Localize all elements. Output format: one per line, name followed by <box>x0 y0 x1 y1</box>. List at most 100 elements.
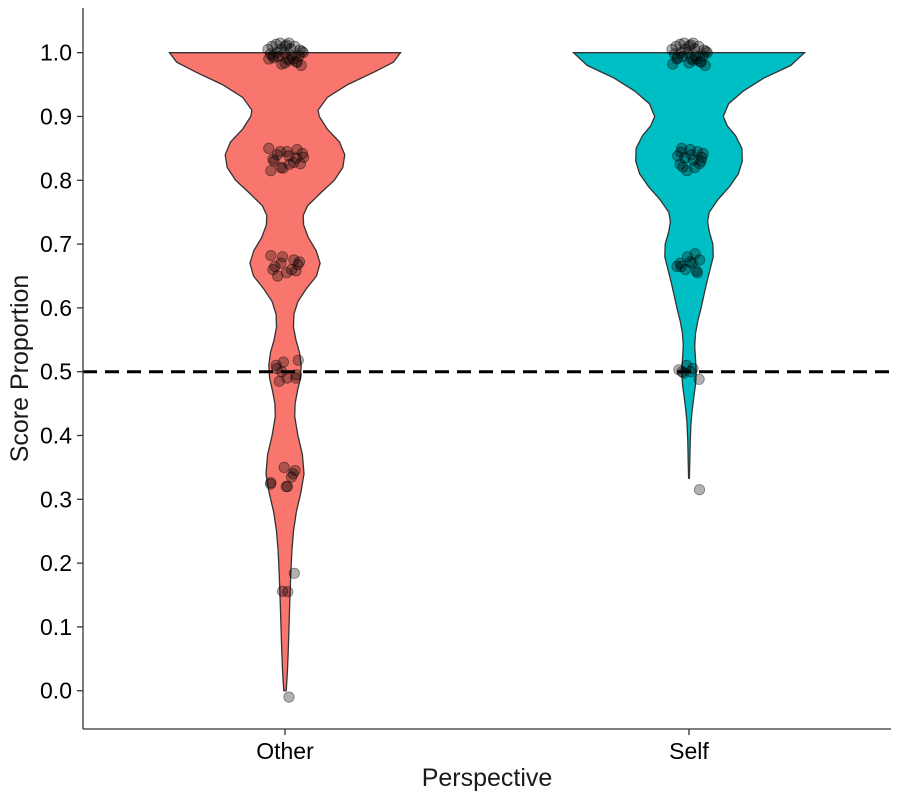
data-point-self <box>679 263 692 276</box>
data-point-other <box>289 40 301 52</box>
data-point-self <box>666 43 678 56</box>
data-point-other <box>289 464 301 477</box>
data-point-self <box>687 362 699 375</box>
data-point-self <box>675 146 687 158</box>
data-point-other <box>277 162 289 174</box>
data-point-self <box>674 38 686 51</box>
data-point-other <box>263 142 275 154</box>
data-point-other <box>294 158 306 170</box>
data-point-self <box>681 165 693 177</box>
data-point-other <box>292 258 304 271</box>
y-axis-title: Score Proportion <box>6 275 34 463</box>
data-point-self <box>689 248 701 260</box>
data-point-self <box>675 260 687 272</box>
data-point-self <box>685 149 698 161</box>
data-point-self <box>687 37 699 49</box>
data-point-other <box>264 48 277 60</box>
data-point-self <box>697 50 709 62</box>
data-point-self <box>683 57 695 69</box>
data-point-other <box>293 50 305 62</box>
data-point-other <box>294 44 306 56</box>
data-point-self <box>668 48 681 60</box>
data-point-other <box>277 356 289 368</box>
data-point-other <box>295 59 307 72</box>
data-point-self <box>691 53 703 65</box>
data-point-other <box>267 50 279 62</box>
data-point-other <box>285 43 297 55</box>
data-point-other <box>262 43 274 56</box>
x-tick-label-other: Other <box>256 738 314 764</box>
data-point-self <box>689 161 701 174</box>
data-point-self <box>676 366 688 378</box>
data-point-other <box>275 257 287 269</box>
data-point-other <box>270 359 282 371</box>
data-point-self <box>684 256 696 268</box>
data-point-other <box>292 354 304 366</box>
data-point-other <box>274 146 286 158</box>
violin-self <box>571 52 807 479</box>
data-point-self <box>689 43 701 55</box>
data-point-other <box>283 150 295 162</box>
data-point-self <box>691 267 704 279</box>
data-point-other <box>280 39 293 51</box>
data-point-self <box>684 144 696 156</box>
data-point-self <box>681 251 694 263</box>
data-point-other <box>273 375 285 387</box>
data-point-other <box>287 468 299 480</box>
data-point-self <box>676 50 689 63</box>
data-point-other <box>268 155 280 167</box>
data-point-other <box>288 567 300 579</box>
data-point-self <box>682 47 694 59</box>
data-point-self <box>693 373 705 385</box>
data-point-other <box>285 263 298 276</box>
data-point-self <box>667 58 679 70</box>
data-point-other <box>280 267 293 279</box>
data-point-self <box>695 56 707 68</box>
data-point-other <box>272 270 284 282</box>
data-point-other <box>281 146 293 158</box>
data-point-self <box>674 257 686 269</box>
data-point-other <box>288 254 300 266</box>
data-point-other <box>267 153 279 165</box>
data-point-other <box>275 161 287 174</box>
data-point-other <box>278 461 290 473</box>
data-point-other <box>263 53 275 65</box>
data-point-other <box>297 151 310 163</box>
data-point-other <box>290 55 302 68</box>
data-point-other <box>290 152 302 164</box>
data-point-self <box>673 364 685 376</box>
data-point-self <box>698 44 710 56</box>
data-point-other <box>284 54 296 66</box>
data-point-other <box>268 52 280 64</box>
data-point-other <box>270 38 282 51</box>
y-tick-label: 0.8 <box>40 167 72 193</box>
data-point-other <box>283 158 295 170</box>
data-point-self <box>676 142 688 154</box>
data-point-other <box>296 45 308 58</box>
data-point-self <box>670 40 682 52</box>
data-point-self <box>674 158 686 170</box>
data-point-self <box>672 150 684 162</box>
data-point-self <box>694 55 706 68</box>
data-point-other <box>281 480 293 493</box>
data-point-other <box>265 250 277 262</box>
data-point-other <box>271 149 283 161</box>
data-point-self <box>671 260 683 272</box>
data-point-other <box>272 50 285 63</box>
data-point-self <box>699 59 711 72</box>
data-point-other <box>281 53 293 65</box>
y-tick-label: 0.7 <box>40 231 72 257</box>
y-tick-label: 0.6 <box>40 295 72 321</box>
data-point-self <box>684 39 697 51</box>
data-point-other <box>269 260 281 272</box>
data-point-other <box>266 40 278 52</box>
data-point-other <box>285 50 298 62</box>
data-point-other <box>274 37 286 49</box>
data-point-self <box>700 45 712 58</box>
data-point-self <box>693 254 706 266</box>
data-point-other <box>276 585 289 597</box>
data-point-other <box>265 477 277 489</box>
data-point-self <box>695 155 707 167</box>
data-point-self <box>691 146 704 158</box>
